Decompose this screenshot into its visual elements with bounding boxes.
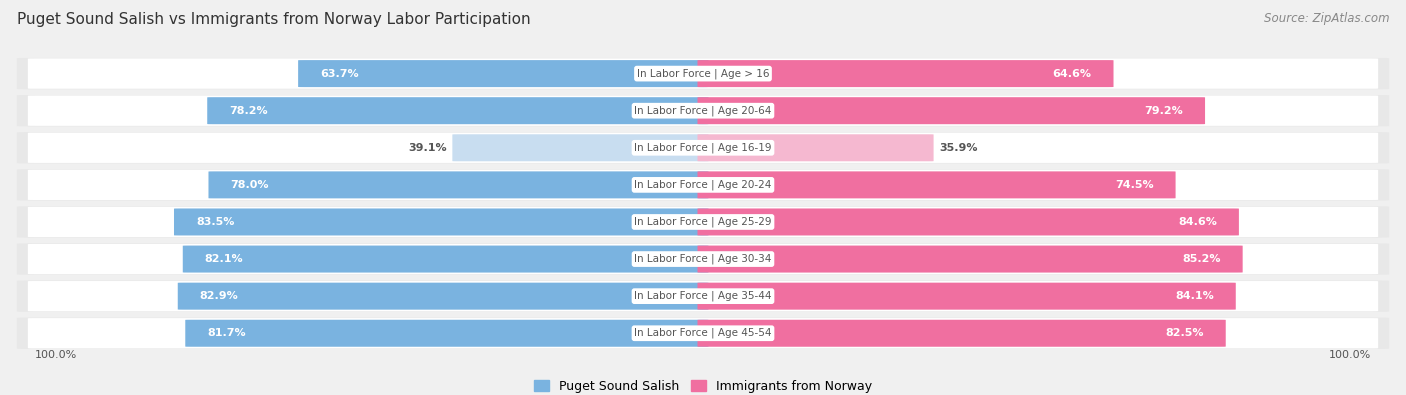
Text: In Labor Force | Age > 16: In Labor Force | Age > 16: [637, 68, 769, 79]
FancyBboxPatch shape: [186, 320, 709, 347]
Text: 85.2%: 85.2%: [1182, 254, 1220, 264]
FancyBboxPatch shape: [697, 134, 934, 161]
Text: 35.9%: 35.9%: [939, 143, 977, 153]
Text: 63.7%: 63.7%: [321, 69, 359, 79]
FancyBboxPatch shape: [28, 318, 1378, 348]
FancyBboxPatch shape: [17, 58, 1389, 89]
FancyBboxPatch shape: [28, 244, 1378, 274]
FancyBboxPatch shape: [17, 132, 1389, 164]
FancyBboxPatch shape: [697, 283, 1236, 310]
Text: 100.0%: 100.0%: [1329, 350, 1371, 360]
Text: 78.2%: 78.2%: [229, 106, 269, 116]
Legend: Puget Sound Salish, Immigrants from Norway: Puget Sound Salish, Immigrants from Norw…: [529, 375, 877, 395]
FancyBboxPatch shape: [17, 243, 1389, 275]
FancyBboxPatch shape: [174, 209, 709, 235]
FancyBboxPatch shape: [28, 207, 1378, 237]
Text: 82.1%: 82.1%: [205, 254, 243, 264]
FancyBboxPatch shape: [697, 97, 1205, 124]
Text: Puget Sound Salish vs Immigrants from Norway Labor Participation: Puget Sound Salish vs Immigrants from No…: [17, 12, 530, 27]
FancyBboxPatch shape: [697, 320, 1226, 347]
FancyBboxPatch shape: [17, 169, 1389, 201]
Text: In Labor Force | Age 16-19: In Labor Force | Age 16-19: [634, 143, 772, 153]
FancyBboxPatch shape: [17, 206, 1389, 238]
FancyBboxPatch shape: [28, 58, 1378, 89]
Text: In Labor Force | Age 20-64: In Labor Force | Age 20-64: [634, 105, 772, 116]
FancyBboxPatch shape: [28, 96, 1378, 126]
FancyBboxPatch shape: [298, 60, 709, 87]
Text: 100.0%: 100.0%: [35, 350, 77, 360]
FancyBboxPatch shape: [28, 133, 1378, 163]
Text: Source: ZipAtlas.com: Source: ZipAtlas.com: [1264, 12, 1389, 25]
Text: In Labor Force | Age 35-44: In Labor Force | Age 35-44: [634, 291, 772, 301]
Text: In Labor Force | Age 25-29: In Labor Force | Age 25-29: [634, 217, 772, 227]
FancyBboxPatch shape: [208, 171, 709, 198]
FancyBboxPatch shape: [28, 281, 1378, 311]
FancyBboxPatch shape: [17, 280, 1389, 312]
Text: 81.7%: 81.7%: [207, 328, 246, 338]
Text: 83.5%: 83.5%: [195, 217, 235, 227]
Text: 82.9%: 82.9%: [200, 291, 239, 301]
Text: 84.6%: 84.6%: [1178, 217, 1216, 227]
Text: In Labor Force | Age 20-24: In Labor Force | Age 20-24: [634, 180, 772, 190]
Text: 64.6%: 64.6%: [1053, 69, 1091, 79]
Text: In Labor Force | Age 30-34: In Labor Force | Age 30-34: [634, 254, 772, 264]
Text: 74.5%: 74.5%: [1115, 180, 1153, 190]
Text: 82.5%: 82.5%: [1166, 328, 1204, 338]
FancyBboxPatch shape: [17, 95, 1389, 126]
FancyBboxPatch shape: [697, 246, 1243, 273]
FancyBboxPatch shape: [177, 283, 709, 310]
Text: In Labor Force | Age 45-54: In Labor Force | Age 45-54: [634, 328, 772, 339]
Text: 78.0%: 78.0%: [231, 180, 269, 190]
FancyBboxPatch shape: [697, 60, 1114, 87]
FancyBboxPatch shape: [697, 171, 1175, 198]
FancyBboxPatch shape: [207, 97, 709, 124]
FancyBboxPatch shape: [183, 246, 709, 273]
FancyBboxPatch shape: [697, 209, 1239, 235]
Text: 84.1%: 84.1%: [1175, 291, 1213, 301]
Text: 79.2%: 79.2%: [1144, 106, 1182, 116]
FancyBboxPatch shape: [17, 318, 1389, 349]
Text: 39.1%: 39.1%: [408, 143, 447, 153]
FancyBboxPatch shape: [453, 134, 709, 161]
FancyBboxPatch shape: [28, 170, 1378, 200]
